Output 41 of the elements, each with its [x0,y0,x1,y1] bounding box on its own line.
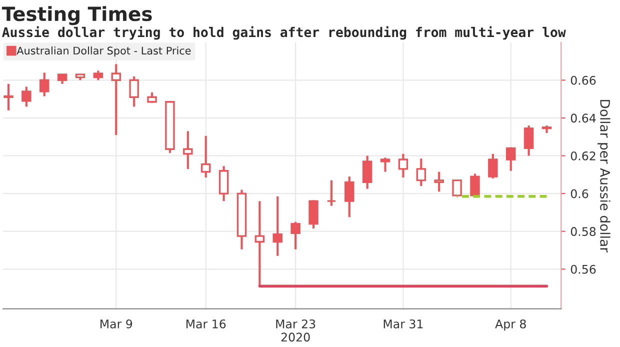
y-axis-title: Dollar per Aussie dollar [598,100,610,252]
candlestick [57,73,68,85]
candlestick [39,72,50,98]
x-tick-label: Mar 31 [384,319,423,328]
y-tick-label: 0.58 [570,227,596,236]
candlestick [380,156,390,173]
candlestick [362,154,372,190]
legend-label: Australian Dollar Spot - Last Price [16,46,191,57]
candlestick [93,70,104,82]
candlestick [272,195,282,257]
candlestick [254,200,265,288]
candlestick [183,130,193,170]
candlestick [524,124,534,157]
y-tick-label: 0.66 [570,76,596,85]
chart-title: Testing Times [2,6,152,26]
candlestick [111,63,122,136]
y-tick-label: 0.64 [570,114,596,123]
candlestick [129,75,139,108]
x-tick-label: Mar 23 2020 [276,319,316,342]
x-tick-label: Mar 9 [100,319,132,328]
candlestick [452,179,462,198]
candlestick [344,175,354,218]
y-tick-label: 0.56 [570,264,596,274]
y-tick-label: 0.62 [570,151,596,160]
candlestick [488,152,498,180]
candlestick [416,158,426,188]
y-tick-label: 0.6 [570,189,588,198]
candlestick [22,86,32,108]
candlestick [326,179,336,207]
candlestick [200,134,211,179]
candlestick [308,199,318,230]
candlestick [290,220,300,250]
candlestick [506,146,516,172]
x-tick-label: Apr 8 [495,319,526,331]
candlestick [218,165,229,202]
candlestick [147,91,157,104]
candlestick [434,170,444,193]
candlestick [4,82,14,112]
candlestick [398,152,408,179]
chart-subtitle: Aussie dollar trying to hold gains after rebounding from multi-year low [2,26,566,40]
x-tick-label: Mar 16 [186,319,226,328]
